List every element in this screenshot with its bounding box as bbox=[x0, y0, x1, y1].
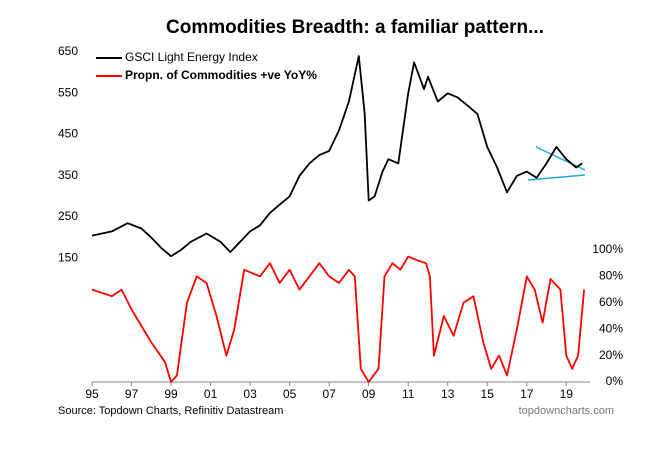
x-tick-label: 17 bbox=[520, 387, 534, 401]
x-tick-label: 07 bbox=[322, 387, 336, 401]
website: topdowncharts.com bbox=[519, 405, 614, 417]
x-tick-label: 05 bbox=[283, 387, 297, 401]
x-tick-label: 15 bbox=[481, 387, 495, 401]
legend-label: Propn. of Commodities +ve YoY% bbox=[125, 68, 317, 82]
x-tick-label: 99 bbox=[164, 387, 178, 401]
legend: GSCI Light Energy Index Propn. of Commod… bbox=[96, 50, 317, 82]
y2-tick-label: 0% bbox=[606, 374, 624, 388]
series-line bbox=[91, 55, 583, 258]
x-tick-label: 95 bbox=[85, 387, 99, 401]
chart-title: Commodities Breadth: a familiar pattern.… bbox=[166, 17, 544, 38]
y-tick-label: 150 bbox=[58, 250, 78, 264]
y2-tick-label: 40% bbox=[599, 321, 623, 335]
legend-label: GSCI Light Energy Index bbox=[125, 50, 258, 64]
y2-tick-label: 60% bbox=[599, 295, 623, 309]
y-tick-label: 650 bbox=[58, 44, 78, 58]
y2-tick-label: 20% bbox=[599, 348, 623, 362]
x-tick-label: 19 bbox=[560, 387, 574, 401]
series-line bbox=[91, 255, 585, 383]
trend-line bbox=[527, 174, 586, 181]
y-tick-label: 350 bbox=[58, 168, 78, 182]
source: Source: Topdown Charts, Refinitiv Datast… bbox=[58, 405, 283, 417]
trend-lines bbox=[527, 146, 586, 181]
y2-tick-label: 100% bbox=[592, 242, 623, 256]
y-tick-label: 450 bbox=[58, 127, 78, 141]
x-tick-label: 97 bbox=[125, 387, 139, 401]
y-tick-label: 250 bbox=[58, 209, 78, 223]
y-tick-label: 550 bbox=[58, 85, 78, 99]
x-tick-label: 11 bbox=[402, 387, 415, 401]
x-tick-label: 01 bbox=[204, 387, 218, 401]
x-tick-label: 03 bbox=[243, 387, 257, 401]
x-tick-label: 09 bbox=[362, 387, 376, 401]
x-tick-label: 13 bbox=[441, 387, 455, 401]
y2-tick-label: 80% bbox=[599, 269, 623, 283]
